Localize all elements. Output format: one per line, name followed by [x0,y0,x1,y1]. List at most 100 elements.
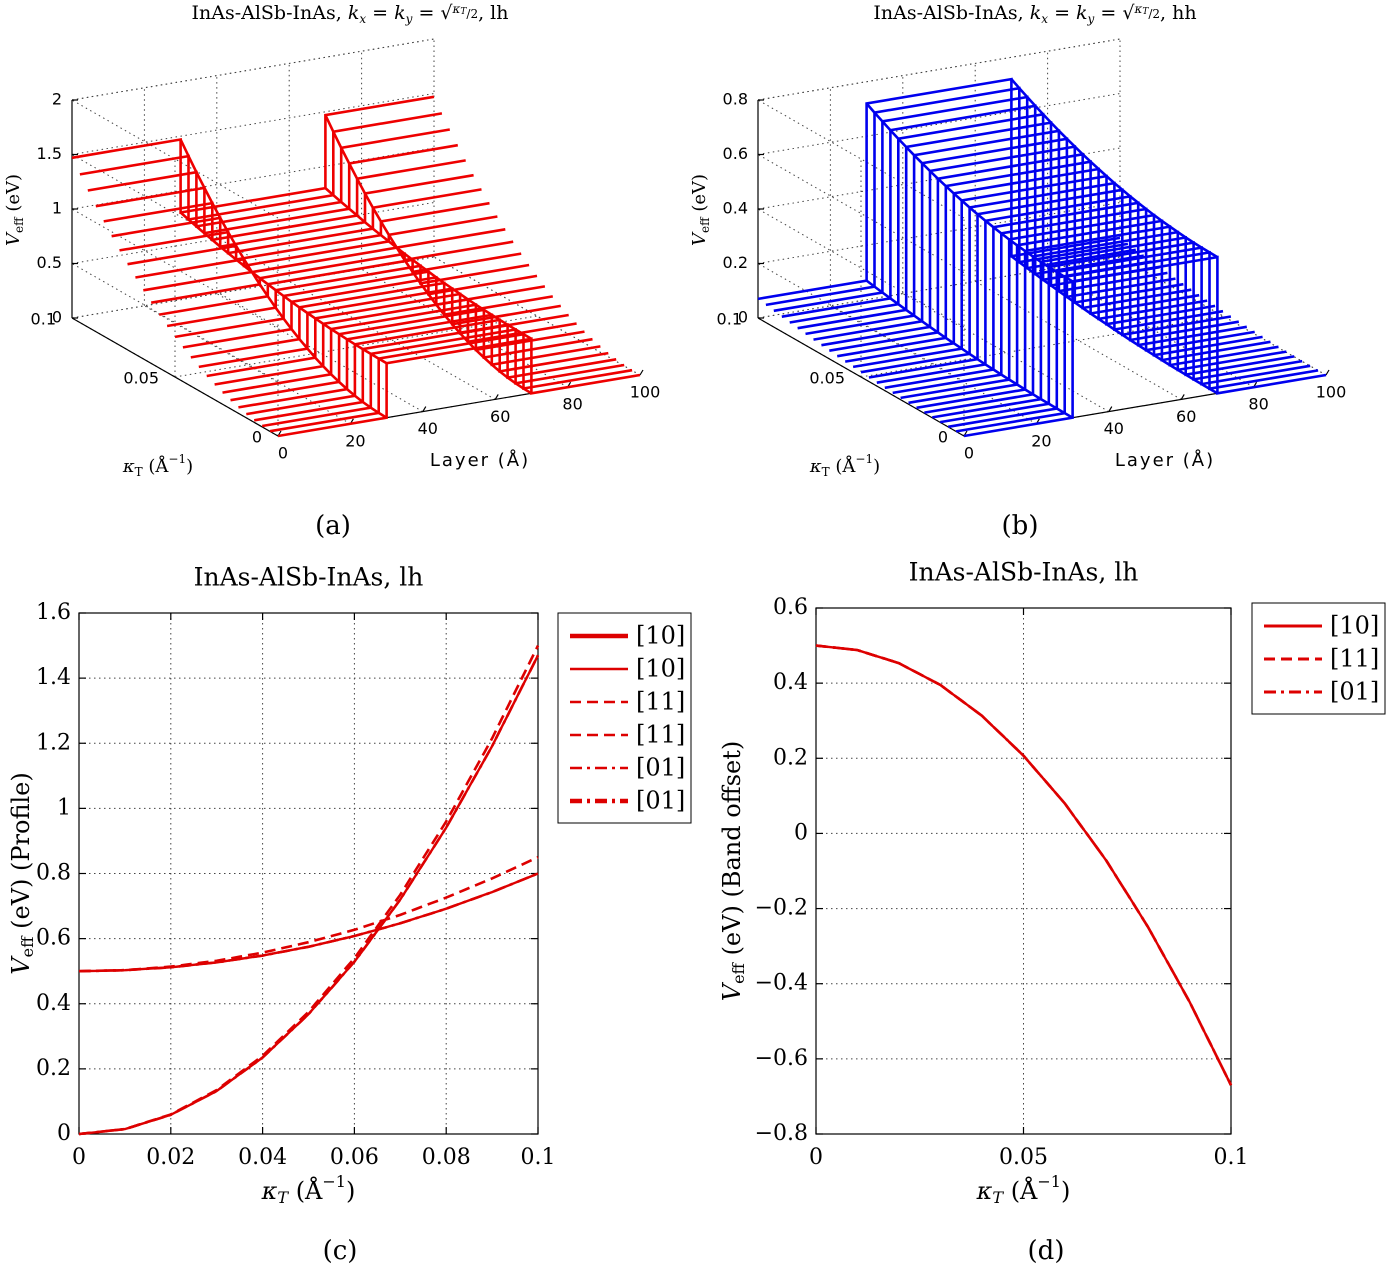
y-tick-label: 0.6 [773,595,808,620]
z-axis-label-unit: (eV) [3,174,24,217]
profile-line [860,181,1224,374]
y-axis-label: κT (Å−1) [122,452,193,479]
profile-line [924,230,1287,414]
title-math-ky: k [394,2,406,24]
profile-line [821,145,1184,347]
x-tick-label: 100 [630,383,661,402]
title-math-eq: = [366,2,394,24]
profile-line [158,252,522,316]
y-tick-label: 1 [57,795,71,820]
profile-line [916,225,1279,410]
profile-line [947,246,1311,429]
x-axis-label: Layer (Å) [430,449,530,471]
z-tick-label: 0.6 [723,144,748,163]
grid-line [71,93,435,155]
y-tick-label: 0.4 [36,991,71,1016]
title-math-ky: k [1076,2,1088,24]
x-tick-label: 20 [1031,431,1051,450]
x-axis-label-exponent: −1 [322,1172,346,1191]
y-tick-label: 0.05 [123,369,159,388]
profile-line [103,159,466,242]
step-edge-line [865,279,1074,419]
grid-line [71,154,279,273]
y-tick-label: 0.2 [36,1056,71,1081]
profile-line [939,241,1303,424]
profile-line [908,219,1271,405]
profile-line [246,318,609,416]
x-axis-label: κT (Å−1) [261,1172,356,1207]
z-tick-label: 0.2 [723,253,748,272]
series-line-4 [78,872,539,973]
legend: [10] [11] [01] [1251,602,1386,715]
profile-line [876,194,1240,384]
chart-title-main: InAs-AlSb-InAs, [191,2,347,24]
title-math-sub: x [359,12,366,26]
series-line-5 [78,654,540,1136]
y-axis-label-unit: (Å [143,455,170,477]
y-tick-label: 0.05 [809,369,845,388]
chart-title-tail: , lh [478,2,508,24]
chart-title-main: InAs-AlSb-InAs, [873,2,1029,24]
y-tick-label: −0.4 [755,971,808,996]
y-axis-label-subscript: eff [729,961,748,983]
step-edge-line [179,138,388,419]
legend-label: [10] [636,655,685,683]
z-tick-label: 0.8 [723,90,748,109]
profile-line [892,207,1255,395]
title-math-sqrt: = √ [412,2,453,24]
x-tick-label: 20 [345,431,365,450]
y-tick-label: 0 [938,428,948,447]
z-axis-label-symbol: V [689,231,710,246]
profile-line [884,201,1248,390]
z-axis-label-unit: (eV) [689,174,710,217]
y-axis-label-unit: (Å [830,455,857,477]
x-axis-label-subscript: T [992,1188,1004,1207]
x-axis-label-subscript: T [277,1188,289,1207]
title-math-sub: y [405,12,413,26]
x-tick-label: 0.04 [238,1145,287,1170]
profile-line [150,240,514,304]
x-tick-label: 40 [1104,419,1124,438]
x-tick-label: 60 [490,407,510,426]
profile-line [813,137,1176,341]
y-tick-label: 0 [794,820,808,845]
profile-line [277,337,641,438]
chart-title: InAs-AlSb-InAs, kx = ky = √κT/2, hh [873,2,1196,26]
series-line-2 [78,856,539,973]
title-math-kappa-sub: T [1142,7,1149,17]
y-tick-label: 0.1 [717,310,742,329]
legend: [10] [10] [11] [11] [01] [01] [557,612,692,824]
y-axis-label-close: ) [873,456,880,477]
panel-b: 0 0.2 0.4 0.6 0.8 0 20 40 60 80 100 0 0.05 0.1 InAs-Al… [689,2,1346,542]
z-axis-label: Veff (eV) [3,174,26,246]
y-axis-label-exponent: −1 [168,452,186,466]
x-tick-label: 100 [1316,383,1347,402]
grid-line [71,38,435,101]
y-tick-label: 0.4 [773,670,808,695]
x-tick-label: 0.05 [999,1145,1048,1170]
y-tick-label: −0.6 [755,1046,808,1071]
y-axis-label-subscript: T [135,465,143,479]
plot-frame [815,607,1232,1135]
y-axis-label-symbol: V [7,955,35,975]
y-tick-label: −0.8 [755,1121,808,1146]
panel-a: 00.511.5202040608010000.050.1InAs-AlSb-I… [3,2,660,542]
x-axis-label: Layer (Å) [1115,449,1215,471]
y-tick-label: 0.1 [31,310,56,329]
x-tick-label: 40 [418,419,438,438]
y-tick-label: 1.6 [36,600,71,625]
profile-line [135,215,498,279]
legend-label: [10] [1330,612,1379,640]
y-axis-label-symbol: κ [809,456,822,477]
y-axis-line [71,317,279,437]
profile-line [214,297,577,386]
x-axis-label-exponent: −1 [1037,1172,1061,1191]
x-tick-label: 0 [72,1145,86,1170]
profile-line [261,327,625,428]
x-tick-label: 0.02 [146,1145,195,1170]
z-tick-label: 0 [52,308,62,327]
title-math-frac: /2 [1148,7,1160,21]
z-axis-label-subscript: eff [12,216,26,233]
x-axis-label-symbol: κ [261,1177,278,1205]
